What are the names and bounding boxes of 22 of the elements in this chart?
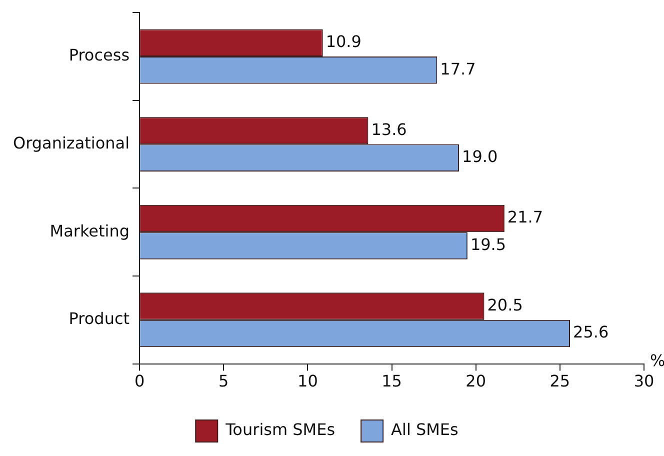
data-label: 13.6 <box>371 120 407 139</box>
y-tick-label: Marketing <box>50 221 130 240</box>
legend-label: All SMEs <box>391 420 458 440</box>
legend-label: Tourism SMEs <box>224 420 336 440</box>
x-tick-label: 25 <box>550 372 570 391</box>
x-tick-label: 10 <box>298 372 318 391</box>
x-axis-title: % <box>650 350 664 370</box>
data-label: 25.6 <box>573 322 609 342</box>
data-label: 10.9 <box>326 32 362 52</box>
data-label: 17.7 <box>440 59 476 78</box>
y-tick-label: Organizational <box>12 133 130 152</box>
data-label: 19.0 <box>462 147 498 166</box>
x-tick-label: 20 <box>466 372 486 391</box>
data-label: 21.7 <box>507 208 544 227</box>
data-label: 20.5 <box>487 295 523 314</box>
y-tick-label: Process <box>68 46 130 65</box>
x-tick-label: 5 <box>218 372 229 391</box>
x-tick-label: 0 <box>134 372 145 391</box>
y-tick-label: Product <box>68 309 130 328</box>
data-label: 19.5 <box>470 234 506 254</box>
x-tick-label: 30 <box>634 372 654 391</box>
x-tick-label: 15 <box>382 372 402 391</box>
